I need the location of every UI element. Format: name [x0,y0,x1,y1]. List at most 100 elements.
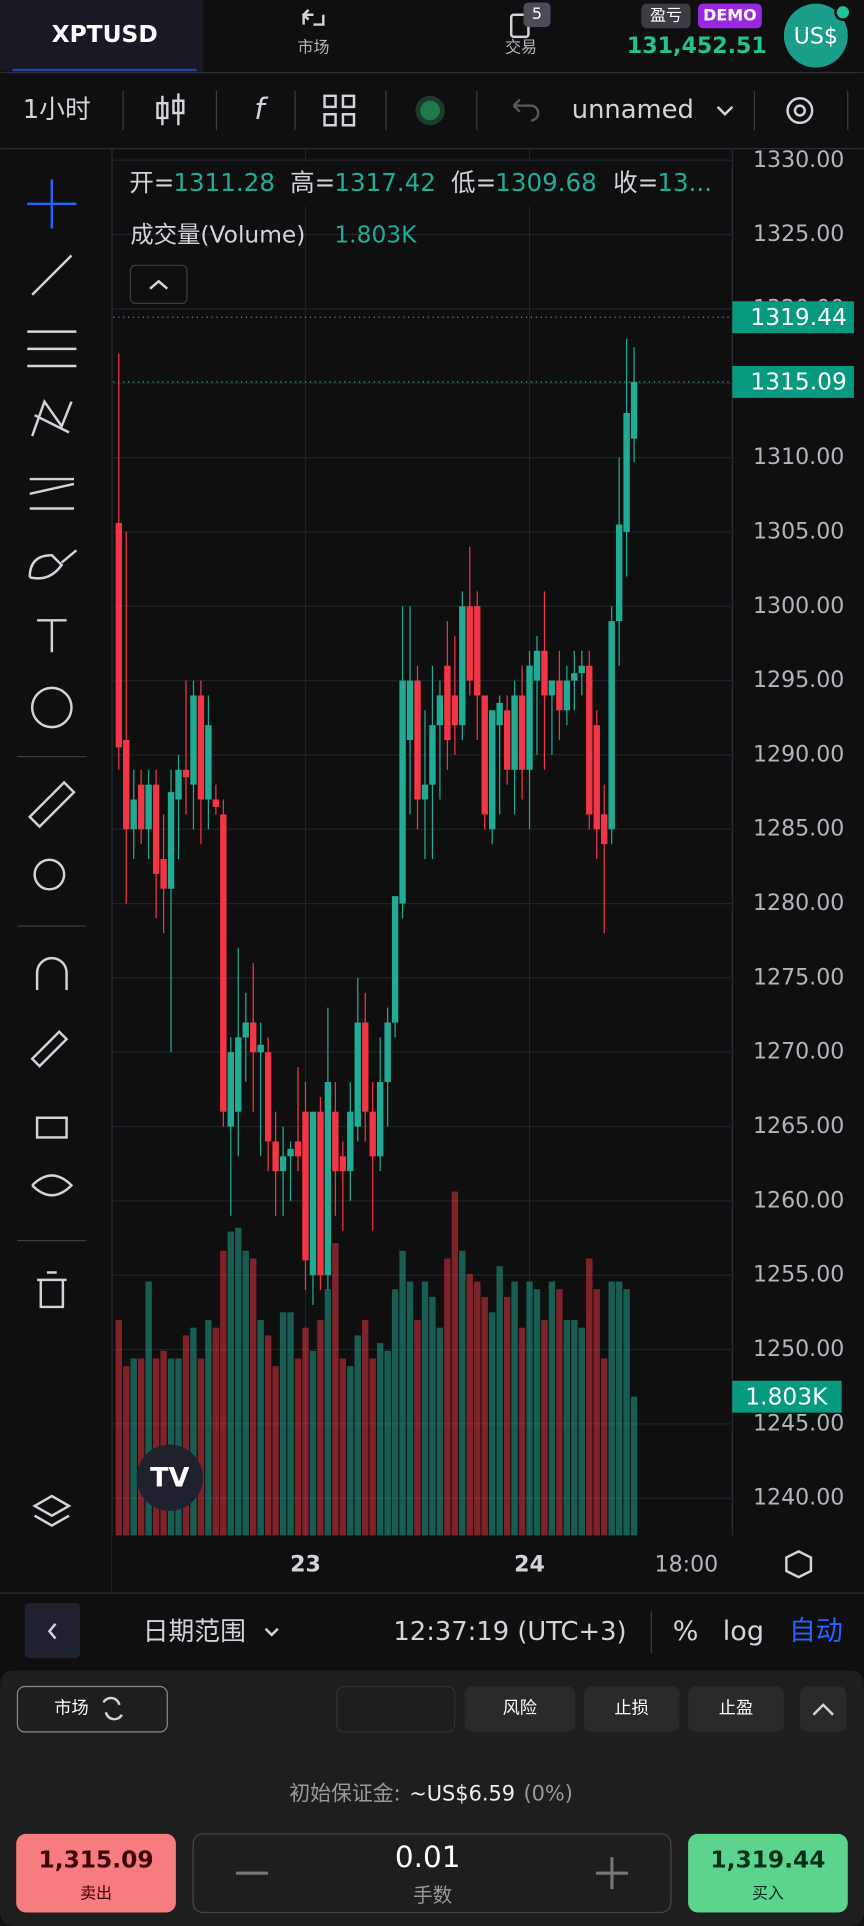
status-dot [420,100,440,121]
expand-button[interactable] [799,1686,847,1732]
switch-icon [102,1696,123,1721]
visibility-tool[interactable] [31,1174,74,1197]
take-profit[interactable]: 止盈 [719,1699,753,1719]
settings-icon-center [793,104,807,117]
nav-trade[interactable]: 交易 [505,37,537,56]
brush-tool[interactable] [28,549,78,580]
buy[interactable]: 买入 [752,1884,784,1903]
zoom-tool[interactable] [33,858,66,891]
tv-logo[interactable] [136,1444,203,1511]
layout-name[interactable]: unnamed [572,95,694,125]
risk-button[interactable] [464,1686,576,1732]
volume-tag-label: 1.803K [745,1382,828,1410]
volume-bar [615,1281,623,1536]
volume-bar [586,1258,593,1536]
undo-icon[interactable] [512,98,540,122]
symbol[interactable]: XPTUSD [52,20,158,48]
volume-bar [533,1289,541,1536]
fib-tool[interactable] [27,330,77,368]
date-range[interactable]: 日期范围 [143,1617,246,1647]
candle-body [615,524,623,622]
interval[interactable]: 1小时 [23,95,91,125]
percent-toggle[interactable]: % [673,1616,699,1647]
avatar[interactable] [783,3,848,68]
layout-icon[interactable] [323,94,356,127]
volume-bar [369,1358,376,1536]
empty-field[interactable] [336,1685,456,1733]
candle-body [242,1022,249,1038]
candle-body [294,1141,302,1157]
order-type-button[interactable] [16,1685,168,1733]
volume-bar [235,1227,242,1536]
lock-draw-tool[interactable] [30,1030,69,1068]
candle-body [123,740,130,830]
candle-body [526,665,533,770]
candle-body [287,1148,294,1157]
magnet-tool[interactable] [35,956,68,991]
dropdown-icon [716,105,734,116]
candle-body [384,1022,391,1082]
delete-tool[interactable] [37,1271,67,1309]
risk[interactable]: 风险 [503,1699,537,1719]
volume-bar [593,1289,600,1536]
y-tick-label: 1305.00 [753,518,844,544]
buy-price[interactable]: 1,319.44 [710,1845,825,1873]
ruler-tool[interactable] [27,780,76,829]
trendline-tool[interactable] [31,254,73,296]
volume-bar [250,1258,257,1536]
plus[interactable] [595,1857,628,1890]
crosshair-tool[interactable] [27,179,77,229]
stop-loss[interactable]: 止损 [614,1699,648,1719]
take-profit-button[interactable] [688,1686,784,1732]
chart-type-icon[interactable] [156,93,185,126]
stop-loss-button[interactable] [583,1686,680,1732]
auto-toggle[interactable]: 自动 [789,1616,843,1647]
candle-body [115,522,122,748]
settings-icon[interactable] [786,97,814,125]
pattern-tool[interactable] [31,399,73,437]
nav-market[interactable]: 市场 [298,37,330,56]
lock-tool[interactable] [35,1116,68,1139]
volume-bar [302,1327,309,1536]
sell[interactable]: 卖出 [80,1884,112,1903]
buy-button[interactable] [688,1833,848,1913]
collapse-button[interactable] [129,264,188,305]
quantity[interactable]: 0.01 [395,1840,461,1874]
x-tick-label: 18:00 [655,1551,719,1577]
candle-body [533,650,541,681]
projection-tool[interactable] [29,477,75,510]
candle-body [601,814,608,845]
candle-body [466,606,473,681]
clock[interactable]: 12:37:19 (UTC+3) [393,1617,626,1647]
order-type[interactable]: 市场 [54,1699,88,1719]
volume-bar [279,1312,287,1536]
volume-bar [429,1296,436,1536]
back-button[interactable] [24,1602,81,1659]
text-tool[interactable] [37,619,67,653]
volume-bar [309,1350,317,1536]
object-tree[interactable] [32,1494,72,1527]
candle-body [347,1111,354,1172]
price-tag [732,301,854,334]
emoji-tool[interactable] [30,686,73,729]
symbol-tab[interactable] [0,0,203,72]
tab-underline [12,68,197,72]
y-tick-label: 1330.00 [753,147,844,173]
legend-open-label: 开= [129,168,174,197]
candle-body [556,680,563,711]
y-tick-label: 1300.00 [753,593,844,619]
tv-logo-text: TV [150,1462,189,1493]
candle-body [391,896,399,1023]
volume-legend-label: 成交量(Volume) [130,220,305,248]
log-toggle[interactable]: log [723,1616,764,1647]
expand-icon [812,1703,834,1716]
candle-body [190,695,197,785]
candle-body [362,1022,369,1112]
sell-price[interactable]: 1,315.09 [38,1845,153,1873]
quantity-field[interactable] [192,1833,672,1914]
volume-bar [436,1327,444,1536]
pnl-chip [641,3,691,29]
sell-button[interactable] [16,1833,176,1913]
axis-settings[interactable] [785,1549,813,1579]
